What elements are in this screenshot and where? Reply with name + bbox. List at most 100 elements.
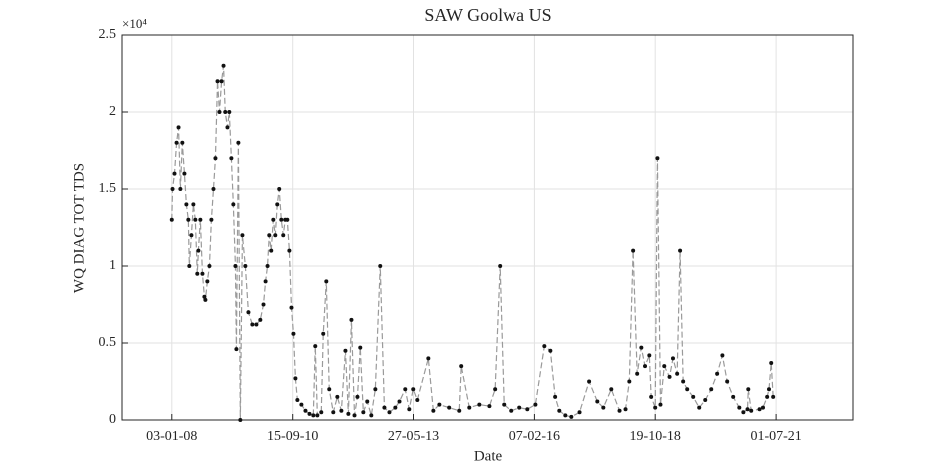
data-point	[382, 405, 387, 410]
data-point	[709, 387, 714, 392]
data-point	[459, 364, 464, 369]
data-point	[431, 408, 436, 413]
data-point	[236, 140, 241, 145]
data-point	[263, 279, 268, 284]
data-point	[737, 405, 742, 410]
data-point	[174, 140, 179, 145]
data-point	[627, 379, 632, 384]
data-point	[271, 217, 276, 222]
data-point	[225, 125, 230, 130]
data-point	[553, 394, 558, 399]
data-point	[172, 171, 177, 176]
data-point	[703, 397, 708, 402]
data-point	[653, 405, 658, 410]
data-point	[203, 297, 208, 302]
data-point	[176, 125, 181, 130]
data-point	[393, 405, 398, 410]
data-point	[178, 187, 183, 191]
data-point	[601, 405, 606, 410]
data-point	[319, 410, 324, 415]
data-point	[221, 63, 226, 68]
data-point	[217, 110, 222, 114]
data-point	[195, 271, 200, 276]
data-point	[757, 407, 762, 412]
data-point	[233, 264, 238, 268]
data-point	[685, 387, 690, 392]
data-point	[623, 407, 628, 412]
data-point	[361, 410, 366, 415]
data-point	[373, 387, 378, 392]
data-point	[229, 156, 234, 161]
data-point	[211, 187, 216, 191]
data-point	[243, 264, 248, 268]
data-point	[609, 387, 614, 392]
data-point	[343, 348, 348, 353]
data-point	[749, 408, 754, 413]
data-point	[477, 402, 482, 407]
data-point	[352, 413, 357, 418]
y-axis-label: WQ DIAG TOT TDS	[71, 163, 87, 293]
data-point	[369, 413, 374, 418]
data-point	[517, 405, 522, 410]
data-point	[658, 402, 663, 407]
data-point	[387, 410, 392, 415]
data-point	[258, 317, 263, 322]
data-point	[285, 217, 290, 222]
data-point	[670, 356, 675, 361]
data-point	[725, 379, 730, 384]
data-point	[180, 140, 185, 145]
data-point	[184, 202, 189, 207]
data-point	[186, 217, 191, 222]
data-point	[502, 402, 507, 407]
data-point	[365, 399, 370, 404]
data-point	[467, 405, 472, 410]
data-point	[355, 394, 360, 399]
data-point	[525, 407, 530, 412]
data-point	[250, 322, 255, 327]
data-point	[635, 371, 640, 376]
plot-frame	[121, 34, 854, 421]
data-point	[191, 202, 196, 207]
data-point	[303, 408, 308, 413]
data-point	[279, 217, 284, 222]
data-point	[741, 410, 746, 415]
data-point	[349, 317, 354, 322]
data-point	[202, 294, 207, 299]
data-point	[769, 361, 774, 366]
data-point	[731, 394, 736, 399]
data-point	[193, 217, 198, 222]
data-point	[415, 397, 420, 402]
data-point	[563, 413, 568, 418]
data-point	[205, 279, 210, 284]
data-point	[426, 356, 431, 361]
data-point	[265, 264, 270, 268]
data-point	[457, 408, 462, 413]
x-tick-label: 07-02-16	[509, 429, 560, 444]
data-point	[339, 408, 344, 413]
data-point	[487, 404, 492, 409]
data-point	[299, 402, 304, 407]
data-point	[617, 408, 622, 413]
data-point	[745, 407, 750, 412]
data-point	[238, 418, 243, 422]
data-point	[407, 407, 412, 412]
data-point	[240, 233, 245, 238]
data-point	[287, 248, 292, 253]
y-tick-label: 0	[109, 412, 116, 427]
chart-title: SAW Goolwa US	[424, 5, 551, 25]
data-point	[267, 233, 272, 238]
data-point	[234, 347, 239, 352]
data-point	[254, 322, 259, 327]
data-point	[569, 414, 574, 419]
data-point	[196, 248, 201, 253]
data-point	[335, 394, 340, 399]
data-point	[213, 156, 218, 161]
y-tick-label: 1.5	[99, 181, 117, 196]
x-axis-label: Date	[474, 448, 503, 464]
data-point	[493, 387, 498, 392]
data-point	[269, 248, 274, 253]
data-point	[261, 302, 266, 307]
data-point	[771, 394, 776, 399]
data-point	[715, 371, 720, 376]
